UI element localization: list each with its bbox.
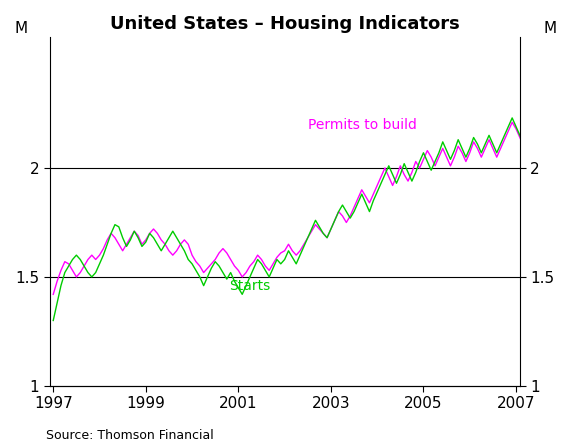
Text: M: M — [15, 20, 28, 36]
Title: United States – Housing Indicators: United States – Housing Indicators — [110, 15, 459, 33]
Text: Permits to build: Permits to build — [308, 118, 417, 132]
Text: M: M — [544, 20, 557, 36]
Text: Starts: Starts — [229, 279, 270, 293]
Text: Source: Thomson Financial: Source: Thomson Financial — [46, 429, 213, 442]
